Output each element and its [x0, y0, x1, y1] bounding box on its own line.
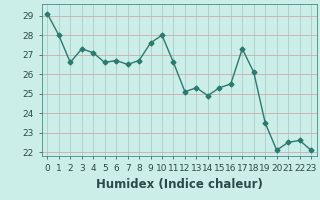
X-axis label: Humidex (Indice chaleur): Humidex (Indice chaleur) — [96, 178, 263, 191]
